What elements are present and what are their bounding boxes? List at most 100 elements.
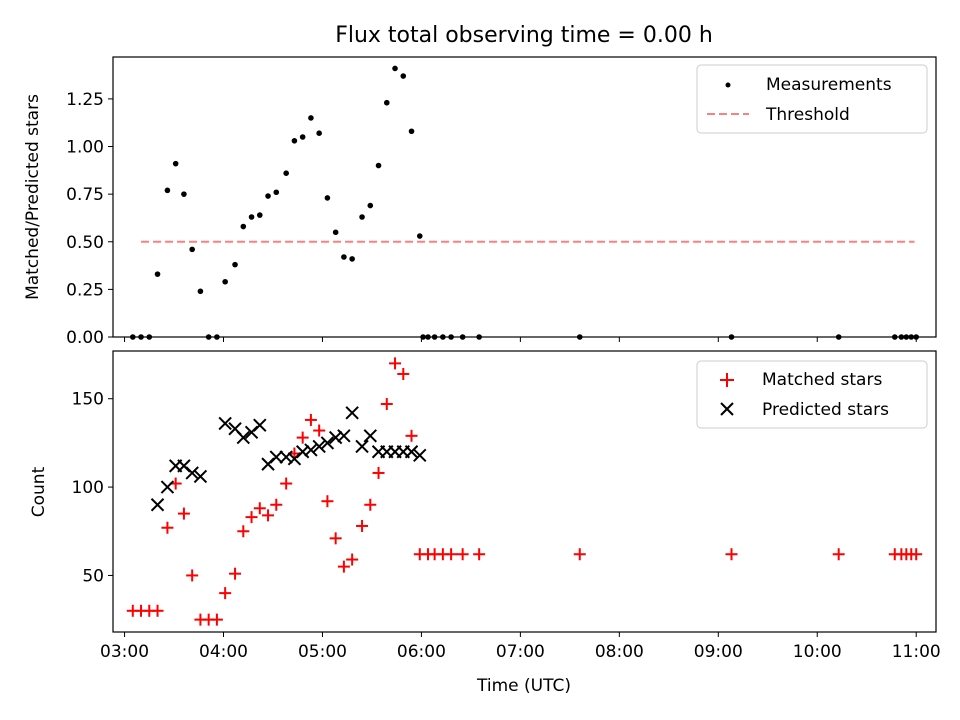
x-stroke-b bbox=[177, 459, 191, 473]
top-panel: Flux total observing time = 0.00 h Match… bbox=[23, 23, 937, 348]
measurement-point bbox=[248, 214, 255, 220]
legend-measurements-label: Measurements bbox=[766, 75, 892, 95]
measurement-point bbox=[408, 128, 415, 135]
matched-star-point bbox=[725, 548, 738, 561]
measurement-point bbox=[400, 73, 407, 79]
predicted-star-point bbox=[269, 450, 283, 464]
matched-star-point bbox=[151, 604, 164, 617]
predicted-star-point bbox=[279, 450, 293, 464]
matched-star-point bbox=[253, 502, 266, 515]
legend-measurements-marker bbox=[725, 82, 731, 88]
measurement-point bbox=[232, 261, 238, 268]
y-tick-label: 0.50 bbox=[66, 233, 104, 253]
predicted-star-point bbox=[312, 439, 326, 454]
matched-star-point bbox=[219, 587, 232, 600]
predicted-star-point bbox=[236, 430, 251, 445]
measurement-point bbox=[256, 212, 263, 218]
matched-star-point bbox=[456, 548, 469, 561]
x-stroke-b bbox=[218, 416, 232, 431]
x-stroke-b bbox=[185, 466, 199, 480]
measurement-point bbox=[324, 195, 331, 201]
top-legend-box bbox=[696, 64, 928, 134]
x-tick-label: 04:00 bbox=[199, 642, 248, 662]
bottom-plot-area: 03:00 04:00 05:00 06:00 07:00 08:00 09:00 10:00… bbox=[72, 357, 941, 662]
matched-star-point bbox=[161, 521, 174, 534]
x-stroke-b bbox=[355, 439, 369, 454]
top-y-axis-label: Matched/Predicted stars bbox=[23, 94, 43, 300]
predicted-star-point bbox=[150, 498, 165, 512]
predicted-star-point bbox=[404, 445, 419, 459]
measurement-point bbox=[392, 65, 398, 72]
measurement-point bbox=[383, 99, 390, 106]
matched-star-point bbox=[445, 548, 458, 561]
predicted-star-point bbox=[413, 448, 427, 462]
matched-star-point bbox=[245, 511, 258, 524]
predicted-star-point bbox=[193, 469, 208, 484]
x-stroke-b bbox=[304, 443, 318, 457]
measurement-point bbox=[240, 223, 247, 230]
matched-star-point bbox=[186, 569, 199, 582]
predicted-star-point bbox=[160, 480, 175, 494]
matched-star-point bbox=[329, 532, 342, 545]
x-tick-label: 03:00 bbox=[100, 642, 149, 662]
measurement-point bbox=[273, 189, 280, 196]
y-tick-label: 50 bbox=[82, 566, 104, 586]
matched-star-point bbox=[372, 466, 385, 479]
bottom-panel: Count Time (UTC) 03:00 04:00 05:00 06:00 07:… bbox=[29, 350, 941, 696]
measurement-point bbox=[341, 254, 347, 260]
x-tick-label: 09:00 bbox=[694, 642, 743, 662]
measurement-point bbox=[308, 115, 314, 121]
x-stroke-b bbox=[269, 450, 283, 464]
x-stroke-b bbox=[345, 406, 359, 420]
legend-matched-label: Matched stars bbox=[762, 370, 882, 390]
matched-star-point bbox=[237, 525, 250, 538]
x-stroke-b bbox=[279, 450, 293, 464]
x-stroke-b bbox=[312, 439, 326, 454]
y-tick-label: 1.25 bbox=[66, 90, 104, 110]
predicted-star-point bbox=[363, 429, 377, 443]
matched-star-point bbox=[364, 498, 377, 511]
x-tick-label: 07:00 bbox=[496, 642, 545, 662]
matched-star-point bbox=[313, 424, 326, 437]
x-stroke-b bbox=[337, 429, 351, 443]
legend-threshold-label: Threshold bbox=[765, 105, 850, 125]
x-stroke-b bbox=[295, 445, 310, 459]
predicted-star-point bbox=[320, 436, 335, 450]
matched-star-point bbox=[177, 507, 190, 520]
bottom-y-axis-label: Count bbox=[29, 466, 49, 517]
x-stroke-b bbox=[328, 430, 343, 445]
top-plot-area: 0.00 0.25 0.50 0.75 1.00 1.25 bbox=[66, 65, 920, 348]
measurement-point bbox=[172, 160, 179, 167]
measurement-point bbox=[332, 229, 339, 236]
bottom-axes-frame bbox=[112, 350, 937, 633]
matched-star-point bbox=[380, 398, 393, 411]
x-stroke-b bbox=[320, 436, 335, 450]
y-tick-label: 150 bbox=[72, 390, 104, 410]
x-tick-label: 10:00 bbox=[793, 642, 842, 662]
predicted-star-point bbox=[253, 418, 267, 432]
y-tick-label: 1.00 bbox=[66, 138, 104, 158]
bottom-legend: Matched stars Predicted stars bbox=[696, 360, 928, 429]
measurement-point bbox=[189, 246, 195, 253]
measurement-point bbox=[367, 202, 374, 209]
x-tick-label: 05:00 bbox=[298, 642, 347, 662]
predicted-star-point bbox=[185, 466, 199, 480]
measurement-point bbox=[316, 130, 322, 136]
x-stroke-b bbox=[253, 418, 267, 432]
measurement-point bbox=[416, 233, 423, 239]
y-tick-label: 0.00 bbox=[66, 328, 104, 348]
matched-star-point bbox=[210, 613, 223, 626]
predicted-star-point bbox=[218, 416, 232, 431]
x-tick-label: 06:00 bbox=[397, 642, 446, 662]
y-tick-label: 0.25 bbox=[66, 280, 104, 300]
matched-star-point bbox=[346, 553, 359, 566]
legend-predicted-label: Predicted stars bbox=[762, 400, 889, 420]
matched-star-point bbox=[356, 519, 369, 532]
top-legend: Measurements Threshold bbox=[696, 64, 928, 134]
x-stroke-b bbox=[150, 498, 165, 512]
matched-star-point bbox=[296, 431, 309, 444]
measurement-point bbox=[283, 170, 289, 176]
matched-star-point bbox=[832, 548, 845, 561]
measurement-point bbox=[349, 256, 355, 262]
x-axis-label: Time (UTC) bbox=[476, 676, 571, 696]
